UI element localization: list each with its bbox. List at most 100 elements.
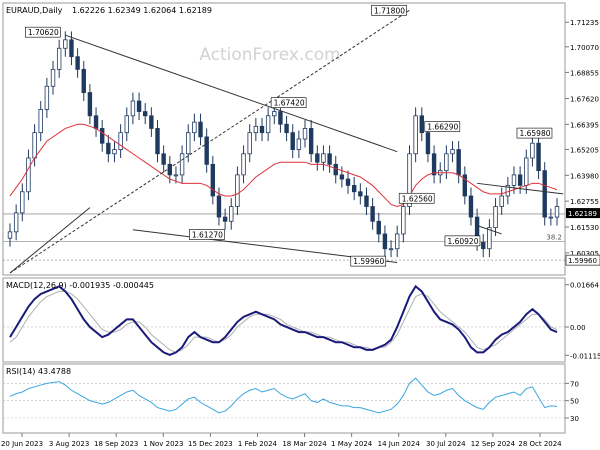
candle-body — [419, 115, 424, 134]
candle-body — [222, 216, 228, 222]
candle-body — [81, 68, 86, 93]
candle-body — [345, 178, 351, 186]
candle-body — [44, 85, 50, 110]
candle-body — [284, 123, 289, 134]
candle-body — [204, 136, 209, 165]
x-axis-tick-label: 1 Feb 2024 — [238, 440, 278, 448]
candle-body — [401, 206, 406, 235]
candle-body — [302, 128, 308, 140]
candle-body — [517, 174, 523, 186]
candle-body — [118, 132, 123, 150]
x-axis-tick-label: 3 Aug 2023 — [49, 440, 89, 448]
current-price-box — [566, 208, 600, 219]
candle-body — [272, 111, 277, 117]
candle-body — [388, 248, 394, 251]
macd-y-tick-label: 0.01664 — [570, 282, 599, 290]
price-annotation-label: 1.70620 — [28, 28, 59, 37]
candle-body — [130, 100, 136, 117]
trendline — [65, 34, 398, 153]
x-axis-tick-label: 14 Jun 2024 — [378, 440, 421, 448]
candle-body — [339, 174, 345, 180]
candle-body — [149, 115, 154, 129]
price-y-tick-label: 1.62755 — [570, 198, 599, 206]
x-axis-tick-label: 30 Jul 2024 — [426, 440, 466, 448]
macd-y-tick-label: 0.00 — [570, 324, 586, 332]
price-annotation-box — [270, 97, 307, 109]
trendline — [9, 207, 91, 274]
price-y-tick-label: 1.67620 — [570, 95, 599, 103]
x-axis-tick-label: 15 Dec 2023 — [188, 440, 233, 448]
candle-body — [444, 153, 449, 172]
fib-level-label: 38.2 — [546, 233, 562, 241]
candle-body — [308, 128, 314, 155]
price-annotation-box — [25, 26, 61, 38]
moving-average-line — [9, 123, 558, 208]
candle-body — [376, 220, 381, 235]
price-annotation-label: 1.66290 — [427, 123, 458, 132]
candle-body — [247, 132, 252, 155]
price-annotation-box — [350, 255, 387, 267]
candle-body — [259, 125, 265, 134]
rsi-y-tick-label: 70 — [570, 380, 579, 388]
price-annotation-label: 1.65980 — [519, 129, 550, 138]
candle-body — [456, 149, 461, 176]
macd-y-tick-label: -0.01115 — [570, 352, 600, 360]
candle-body — [56, 47, 62, 70]
macd-line — [9, 284, 558, 357]
level-price-box — [565, 254, 600, 266]
price-annotation-box — [189, 229, 225, 240]
price-y-tick-label: 1.61530 — [570, 224, 599, 232]
candle-body — [124, 115, 129, 134]
candle-body — [253, 125, 259, 134]
price-annotation-label: 1.62560 — [402, 194, 433, 203]
x-axis-tick-label: 28 Oct 2024 — [518, 440, 562, 448]
candle-body — [32, 132, 37, 159]
current-price-label: 1.62189 — [568, 210, 597, 218]
trendline — [477, 182, 564, 195]
price-annotation-label: 1.60920 — [447, 237, 478, 246]
candle-body — [536, 142, 541, 172]
x-axis-tick-label: 1 May 2024 — [331, 440, 373, 448]
price-annotation-label: 1.61270 — [192, 230, 223, 239]
candle-body — [26, 157, 31, 193]
candle-body — [481, 242, 486, 250]
candle-body — [192, 121, 197, 134]
candle-body — [143, 111, 148, 117]
candle-body — [425, 132, 431, 155]
candle-body — [106, 142, 111, 155]
price-annotation-box — [444, 235, 481, 247]
candle-body — [87, 92, 93, 117]
candle-body — [198, 121, 203, 138]
candle-body — [524, 157, 529, 186]
candle-body — [216, 195, 222, 218]
price-annotation-box — [424, 121, 461, 132]
candle-body — [364, 195, 369, 207]
candle-body — [20, 191, 25, 214]
candle-body — [136, 100, 142, 112]
candle-body — [370, 206, 375, 222]
candle-body — [450, 149, 455, 155]
candle-body — [173, 174, 179, 177]
candle-body — [265, 115, 271, 134]
candle-body — [161, 153, 166, 165]
candle-body — [155, 128, 160, 155]
candle-body — [530, 142, 535, 159]
level-price-label: 1.59960 — [568, 257, 597, 265]
price-y-tick-label: 1.70070 — [570, 44, 599, 52]
candle-body — [290, 132, 295, 150]
price-annotation-label: 1.59960 — [353, 257, 384, 266]
candle-body — [278, 111, 283, 125]
x-axis-tick-label: 18 Sep 2023 — [94, 440, 138, 448]
candle-body — [462, 174, 468, 197]
x-axis-tick-label: 18 Mar 2024 — [282, 440, 327, 448]
candle-body — [69, 39, 74, 58]
candle-body — [431, 153, 437, 176]
candle-body — [468, 195, 474, 218]
price-y-tick-label: 1.65205 — [570, 146, 599, 154]
rsi-panel-title: RSI(14) 43.4788 — [6, 367, 71, 376]
candle-body — [241, 153, 246, 176]
rsi-y-tick-label: 50 — [570, 398, 579, 406]
candle-body — [229, 206, 234, 222]
price-y-tick-label: 1.71235 — [570, 19, 599, 27]
